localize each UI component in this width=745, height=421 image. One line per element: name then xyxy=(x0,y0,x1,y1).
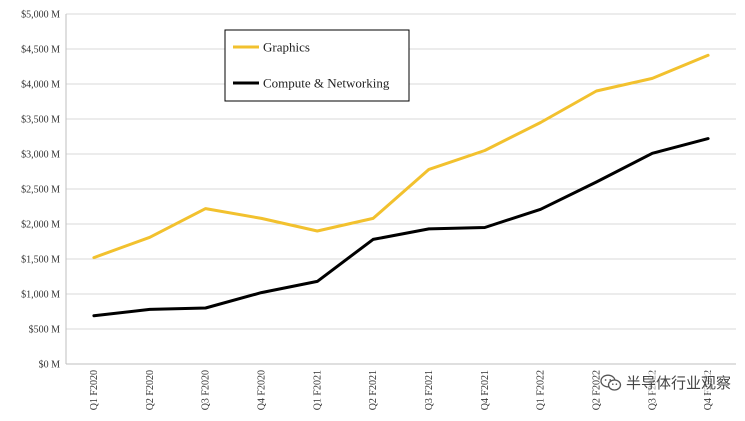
wechat-icon xyxy=(600,374,622,391)
y-tick-label: $5,000 M xyxy=(21,10,60,21)
y-tick-label: $1,000 M xyxy=(21,290,60,301)
x-tick-label: Q1 F2022 xyxy=(536,370,547,410)
y-tick-label: $4,000 M xyxy=(21,80,60,91)
watermark: 半导体行业观察 xyxy=(599,372,731,393)
x-tick-label: Q2 F2021 xyxy=(368,370,379,410)
x-tick-label: Q2 F2022 xyxy=(591,370,602,410)
y-tick-label: $3,000 M xyxy=(21,150,60,161)
legend: Graphics Compute & Networking xyxy=(224,29,410,102)
y-tick-label: $1,500 M xyxy=(21,255,60,266)
series-lines xyxy=(92,53,710,318)
y-tick-label: $4,500 M xyxy=(21,45,60,56)
axes xyxy=(65,14,736,365)
x-tick-label: Q3 F2020 xyxy=(201,370,212,410)
legend-box xyxy=(224,29,410,102)
x-tick-label: Q1 F2020 xyxy=(89,370,100,410)
y-tick-label: $0 M xyxy=(39,360,61,371)
x-tick-label: Q3 F2021 xyxy=(424,370,435,410)
legend-label: Compute & Networking xyxy=(263,76,390,91)
series-line xyxy=(92,53,710,260)
x-tick-label: Q2 F2020 xyxy=(145,370,156,410)
x-tick-label: Q1 F2021 xyxy=(312,370,323,410)
y-tick-label: $3,500 M xyxy=(21,115,60,126)
y-axis-ticks: $0 M $500 M $1,000 M $1,500 M $2,000 M $2,500… xyxy=(21,10,60,371)
x-tick-label: Q4 F2020 xyxy=(256,370,267,410)
x-tick-label: Q4 F2021 xyxy=(480,370,491,410)
legend-label: Graphics xyxy=(263,40,310,55)
watermark-text: 半导体行业观察 xyxy=(625,374,731,392)
y-tick-label: $500 M xyxy=(29,325,61,336)
series-line xyxy=(92,137,710,318)
y-tick-label: $2,000 M xyxy=(21,220,60,231)
y-tick-label: $2,500 M xyxy=(21,185,60,196)
